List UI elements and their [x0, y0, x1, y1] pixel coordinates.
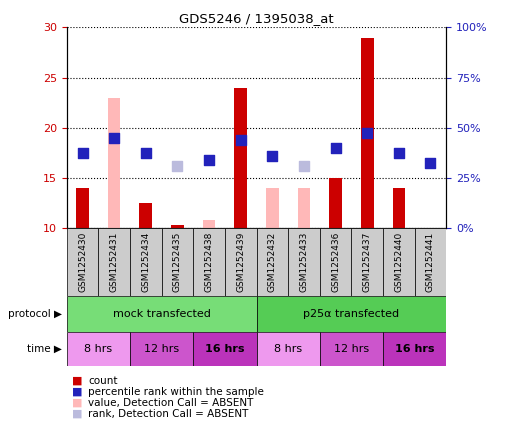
Text: percentile rank within the sample: percentile rank within the sample: [88, 387, 264, 397]
Text: GSM1252435: GSM1252435: [173, 232, 182, 292]
Bar: [361, 38, 373, 228]
Bar: [383, 332, 446, 366]
Bar: [266, 188, 279, 228]
Text: 12 hrs: 12 hrs: [144, 344, 179, 354]
Point: [78, 150, 87, 157]
Point: [363, 129, 371, 136]
Bar: [288, 228, 320, 296]
Text: GSM1252439: GSM1252439: [236, 232, 245, 292]
Bar: [320, 228, 351, 296]
Bar: [256, 332, 320, 366]
Text: 16 hrs: 16 hrs: [205, 344, 245, 354]
Bar: [415, 228, 446, 296]
Point: [142, 150, 150, 157]
Bar: [67, 332, 130, 366]
Bar: [193, 332, 256, 366]
Text: GSM1252437: GSM1252437: [363, 232, 372, 292]
Point: [205, 157, 213, 164]
Bar: [329, 178, 342, 228]
Point: [236, 137, 245, 143]
Text: rank, Detection Call = ABSENT: rank, Detection Call = ABSENT: [88, 409, 249, 419]
Point: [300, 163, 308, 170]
Point: [268, 153, 277, 159]
Text: GSM1252441: GSM1252441: [426, 232, 435, 292]
Bar: [383, 228, 415, 296]
Text: time ▶: time ▶: [27, 344, 62, 354]
Text: GSM1252434: GSM1252434: [141, 232, 150, 292]
Bar: [162, 228, 193, 296]
Text: 16 hrs: 16 hrs: [395, 344, 435, 354]
Point: [331, 145, 340, 151]
Bar: [193, 228, 225, 296]
Text: 8 hrs: 8 hrs: [274, 344, 302, 354]
Text: ■: ■: [72, 376, 82, 386]
Text: GSM1252431: GSM1252431: [110, 232, 119, 292]
Bar: [203, 220, 215, 228]
Bar: [140, 203, 152, 228]
Text: GSM1252430: GSM1252430: [78, 232, 87, 292]
Point: [110, 135, 118, 141]
Text: 8 hrs: 8 hrs: [84, 344, 112, 354]
Text: mock transfected: mock transfected: [113, 309, 210, 319]
Text: p25α transfected: p25α transfected: [303, 309, 400, 319]
Point: [173, 163, 182, 170]
Bar: [351, 228, 383, 296]
Bar: [234, 88, 247, 228]
Title: GDS5246 / 1395038_at: GDS5246 / 1395038_at: [179, 12, 334, 25]
Text: value, Detection Call = ABSENT: value, Detection Call = ABSENT: [88, 398, 253, 408]
Bar: [320, 332, 383, 366]
Bar: [225, 228, 256, 296]
Bar: [67, 296, 256, 332]
Bar: [108, 98, 121, 228]
Text: 12 hrs: 12 hrs: [334, 344, 369, 354]
Point: [394, 150, 403, 157]
Text: protocol ▶: protocol ▶: [8, 309, 62, 319]
Bar: [130, 332, 193, 366]
Text: GSM1252440: GSM1252440: [394, 232, 403, 292]
Text: ■: ■: [72, 398, 82, 408]
Text: GSM1252438: GSM1252438: [205, 232, 213, 292]
Text: GSM1252432: GSM1252432: [268, 232, 277, 292]
Bar: [130, 228, 162, 296]
Bar: [256, 228, 288, 296]
Text: count: count: [88, 376, 118, 386]
Bar: [256, 296, 446, 332]
Bar: [98, 228, 130, 296]
Text: GSM1252433: GSM1252433: [300, 232, 308, 292]
Text: ■: ■: [72, 387, 82, 397]
Bar: [392, 188, 405, 228]
Text: GSM1252436: GSM1252436: [331, 232, 340, 292]
Bar: [171, 225, 184, 228]
Bar: [67, 228, 98, 296]
Point: [426, 160, 435, 167]
Bar: [298, 188, 310, 228]
Bar: [76, 188, 89, 228]
Text: ■: ■: [72, 409, 82, 419]
